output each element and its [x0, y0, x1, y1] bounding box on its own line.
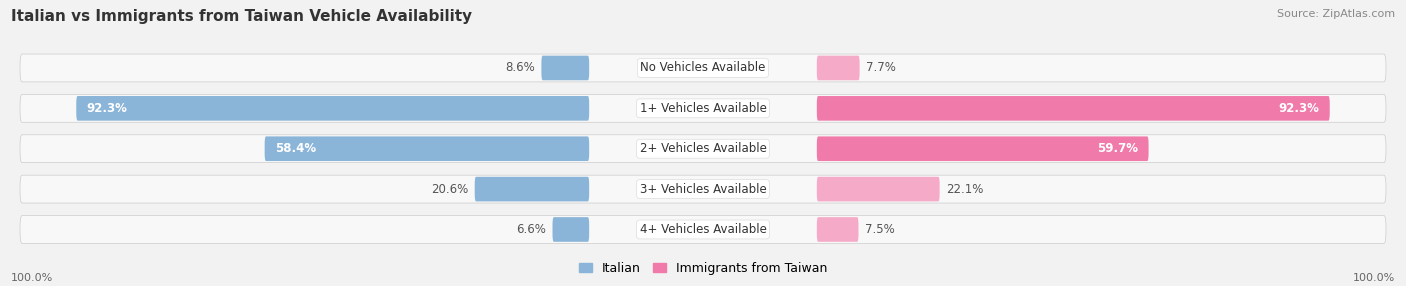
FancyBboxPatch shape [20, 135, 1386, 163]
FancyBboxPatch shape [20, 54, 1386, 82]
Legend: Italian, Immigrants from Taiwan: Italian, Immigrants from Taiwan [574, 257, 832, 280]
Text: 4+ Vehicles Available: 4+ Vehicles Available [640, 223, 766, 236]
Text: 7.5%: 7.5% [865, 223, 896, 236]
FancyBboxPatch shape [20, 94, 1386, 122]
FancyBboxPatch shape [20, 216, 1386, 243]
FancyBboxPatch shape [541, 56, 589, 80]
FancyBboxPatch shape [76, 96, 589, 121]
FancyBboxPatch shape [817, 136, 1149, 161]
Text: 8.6%: 8.6% [505, 61, 534, 74]
Text: 22.1%: 22.1% [946, 182, 984, 196]
FancyBboxPatch shape [817, 56, 859, 80]
FancyBboxPatch shape [817, 217, 859, 242]
FancyBboxPatch shape [264, 136, 589, 161]
Text: 2+ Vehicles Available: 2+ Vehicles Available [640, 142, 766, 155]
FancyBboxPatch shape [817, 177, 939, 201]
Text: 92.3%: 92.3% [1279, 102, 1320, 115]
Text: 58.4%: 58.4% [274, 142, 316, 155]
Text: 20.6%: 20.6% [430, 182, 468, 196]
Text: 3+ Vehicles Available: 3+ Vehicles Available [640, 182, 766, 196]
Text: Source: ZipAtlas.com: Source: ZipAtlas.com [1277, 9, 1395, 19]
Text: 92.3%: 92.3% [86, 102, 127, 115]
Text: 100.0%: 100.0% [1353, 273, 1395, 283]
Text: 6.6%: 6.6% [516, 223, 546, 236]
Text: 1+ Vehicles Available: 1+ Vehicles Available [640, 102, 766, 115]
FancyBboxPatch shape [553, 217, 589, 242]
Text: No Vehicles Available: No Vehicles Available [640, 61, 766, 74]
Text: 100.0%: 100.0% [11, 273, 53, 283]
FancyBboxPatch shape [817, 96, 1330, 121]
FancyBboxPatch shape [20, 175, 1386, 203]
Text: 59.7%: 59.7% [1098, 142, 1139, 155]
Text: Italian vs Immigrants from Taiwan Vehicle Availability: Italian vs Immigrants from Taiwan Vehicl… [11, 9, 472, 23]
Text: 7.7%: 7.7% [866, 61, 896, 74]
FancyBboxPatch shape [475, 177, 589, 201]
